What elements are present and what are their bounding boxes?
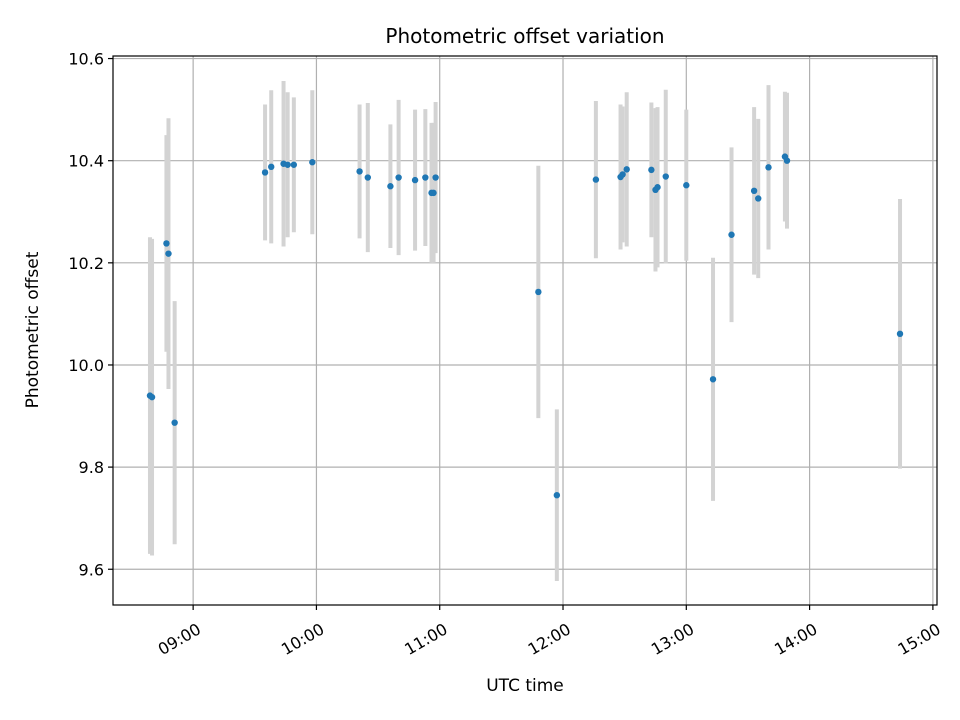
y-tick-label: 9.8 [79, 458, 104, 477]
y-tick-label: 10.0 [68, 356, 104, 375]
data-point [422, 174, 429, 181]
plot-frame [112, 55, 938, 606]
data-point [284, 161, 291, 168]
data-point [783, 157, 791, 164]
data-points [146, 153, 904, 499]
data-point [619, 171, 626, 178]
y-tick-label: 10.6 [68, 50, 104, 69]
data-point [683, 182, 690, 189]
data-point [896, 330, 904, 338]
data-point [662, 173, 669, 180]
x-axis-label: UTC time [486, 676, 564, 696]
y-tick-label: 10.4 [68, 152, 104, 171]
data-point [654, 184, 661, 191]
data-point [728, 231, 735, 238]
data-point [356, 168, 363, 175]
data-point [623, 166, 630, 173]
data-point [411, 176, 419, 184]
data-point [765, 164, 772, 171]
data-point [290, 161, 298, 168]
y-tick-label: 10.2 [68, 254, 104, 273]
data-point [648, 166, 655, 174]
data-point [592, 176, 600, 183]
data-point [395, 174, 402, 181]
data-point [261, 169, 269, 176]
data-point [163, 240, 170, 247]
grid-lines [113, 56, 937, 605]
data-point [268, 163, 275, 171]
y-axis-label: Photometric offset [23, 251, 43, 408]
data-point [148, 393, 156, 401]
data-point [432, 174, 439, 181]
data-point [750, 187, 758, 195]
data-point [709, 376, 717, 383]
data-point [430, 189, 437, 197]
chart-title: Photometric offset variation [385, 24, 664, 48]
data-point [171, 419, 178, 426]
data-point [387, 183, 394, 190]
data-point [165, 250, 172, 257]
data-point [364, 174, 372, 181]
data-point [309, 159, 316, 166]
plot-area [113, 56, 937, 605]
y-tick-label: 9.6 [79, 560, 104, 579]
data-point [535, 288, 542, 296]
data-point [553, 492, 561, 499]
data-point [755, 195, 762, 202]
y-axis-ticks: 9.6 9.8 10.0 10.2 10.4 10.6 [68, 50, 113, 579]
